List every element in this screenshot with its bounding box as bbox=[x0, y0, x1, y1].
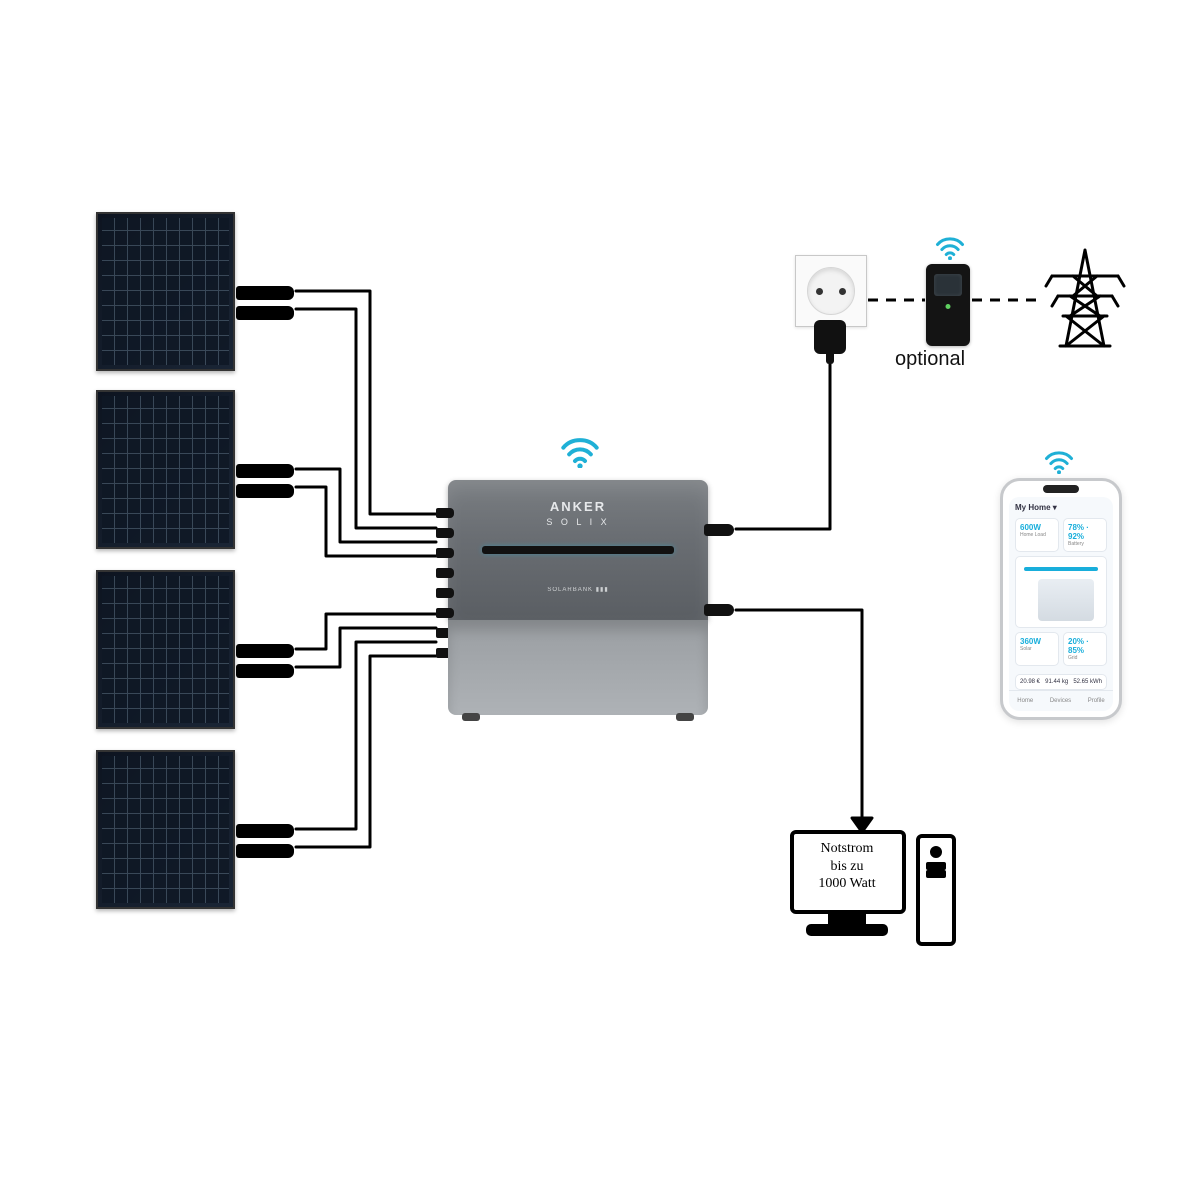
inverter-ac-port-top bbox=[704, 524, 734, 536]
system-diagram: ANKER S O L I X SOLARBANK ▮▮▮ bbox=[0, 0, 1200, 1200]
solar-panel-3 bbox=[96, 570, 235, 729]
inverter-model-badge: SOLARBANK ▮▮▮ bbox=[547, 586, 608, 593]
inverter-ac-port-bottom bbox=[704, 604, 734, 616]
wifi-icon bbox=[560, 434, 600, 468]
wall-socket bbox=[795, 255, 867, 327]
smart-meter bbox=[926, 264, 970, 346]
optional-label: optional bbox=[895, 348, 965, 371]
wifi-icon bbox=[935, 234, 965, 260]
backup-pc: Notstrom bis zu 1000 Watt bbox=[790, 830, 960, 960]
phone-app-title: My Home ▾ bbox=[1009, 497, 1113, 514]
mc4-connectors-4 bbox=[236, 824, 294, 858]
mc4-connectors-2 bbox=[236, 464, 294, 498]
solar-panel-1 bbox=[96, 212, 235, 371]
backup-power-label: Notstrom bis zu 1000 Watt bbox=[798, 840, 896, 893]
inverter-subbrand: S O L I X bbox=[448, 516, 708, 528]
grid-pylon-icon bbox=[1040, 246, 1130, 350]
solar-panel-4 bbox=[96, 750, 235, 909]
inverter: ANKER S O L I X SOLARBANK ▮▮▮ bbox=[448, 480, 708, 715]
inverter-brand: ANKER bbox=[550, 499, 606, 514]
smartphone-app: My Home ▾ 600WHome Load 78% · 92%Battery… bbox=[1000, 478, 1122, 720]
solar-panel-2 bbox=[96, 390, 235, 549]
ac-plug-icon bbox=[814, 320, 846, 354]
mc4-connectors-3 bbox=[236, 644, 294, 678]
wifi-icon bbox=[1044, 448, 1074, 474]
mc4-connectors-1 bbox=[236, 286, 294, 320]
